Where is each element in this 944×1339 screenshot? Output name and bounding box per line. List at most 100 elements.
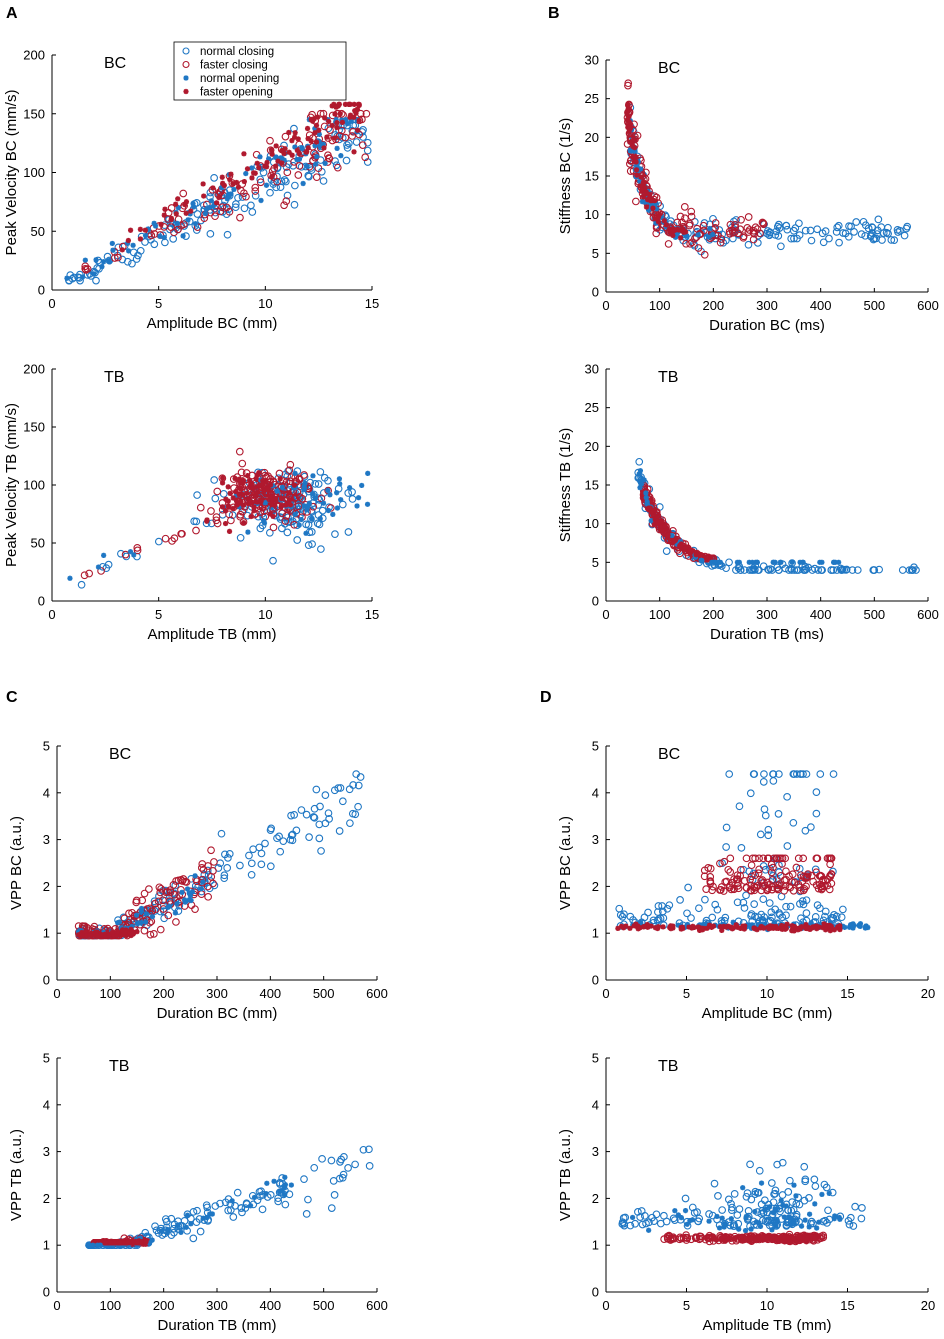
data-point-circle: [789, 226, 798, 235]
data-point-asterisk: [320, 500, 327, 506]
data-point-asterisk: [757, 925, 764, 931]
data-point-circle: [726, 868, 735, 876]
data-point-circle: [807, 236, 816, 245]
data-point-asterisk: [250, 170, 257, 176]
y-tick-label: 200: [23, 362, 45, 377]
data-point-asterisk: [254, 160, 260, 166]
data-point-circle: [155, 892, 163, 900]
data-point-circle: [324, 124, 333, 133]
data-point-circle: [359, 133, 367, 141]
data-point-asterisk: [308, 516, 315, 522]
data-point-asterisk: [131, 552, 137, 558]
data-point-asterisk: [305, 503, 311, 509]
data-point-circle: [754, 1188, 763, 1197]
data-point-circle: [813, 901, 822, 909]
data-point-asterisk: [703, 921, 709, 927]
data-point-asterisk: [164, 1230, 170, 1236]
data-point-asterisk: [789, 559, 795, 565]
data-point-circle: [285, 466, 294, 475]
data-point-asterisk: [288, 1182, 294, 1188]
data-point-asterisk: [639, 187, 645, 193]
data-point-asterisk: [641, 477, 647, 483]
data-point-circle: [688, 1203, 697, 1212]
data-point-asterisk: [648, 509, 654, 515]
data-point-asterisk: [772, 920, 778, 926]
data-point-circle: [730, 1222, 739, 1230]
data-point-asterisk: [643, 494, 649, 501]
data-point-circle: [257, 860, 266, 869]
data-point-asterisk: [257, 154, 263, 160]
data-point-circle: [318, 1154, 326, 1163]
data-point-circle: [827, 879, 836, 888]
data-point-asterisk: [683, 544, 689, 550]
data-point-asterisk: [182, 202, 188, 208]
data-point-asterisk: [697, 552, 704, 558]
data-point-asterisk: [337, 111, 343, 117]
x-tick-label: 400: [259, 986, 281, 1001]
data-point-circle: [771, 905, 780, 914]
data-point-asterisk: [245, 529, 251, 535]
data-point-circle: [266, 136, 274, 145]
data-point-circle: [320, 473, 329, 482]
data-point-circle: [700, 226, 708, 235]
data-point-asterisk: [629, 138, 635, 144]
data-point-asterisk: [831, 1216, 837, 1222]
data-point-circle: [642, 168, 650, 177]
data-point-asterisk: [717, 559, 723, 565]
data-point-asterisk: [776, 1238, 782, 1244]
series-normal-opening: [67, 470, 371, 581]
data-point-circle: [170, 1224, 178, 1233]
data-point-circle: [717, 885, 725, 894]
data-point-asterisk: [333, 104, 339, 110]
x-axis-label: Duration TB (mm): [158, 1317, 277, 1334]
x-tick-label: 300: [756, 607, 778, 622]
y-tick-label: 3: [592, 1144, 599, 1159]
data-point-asterisk: [789, 928, 795, 934]
data-point-circle: [334, 784, 343, 792]
data-point-circle: [167, 204, 176, 212]
data-point-circle: [193, 1206, 201, 1215]
data-point-circle: [282, 197, 291, 205]
data-point-circle: [649, 916, 658, 925]
data-point-circle: [739, 865, 748, 874]
data-point-asterisk: [124, 1240, 131, 1246]
data-point-asterisk: [256, 165, 262, 171]
data-point-circle: [635, 457, 644, 466]
data-point-asterisk: [249, 481, 255, 487]
data-point-asterisk: [279, 502, 285, 508]
data-point-asterisk: [315, 114, 321, 120]
y-tick-label: 0: [592, 973, 599, 988]
data-point-asterisk: [200, 879, 206, 885]
data-point-circle: [821, 1216, 829, 1225]
data-point-circle: [700, 250, 709, 259]
data-point-asterisk: [832, 1213, 838, 1219]
data-point-circle: [766, 228, 774, 237]
data-point-circle: [229, 1213, 238, 1221]
data-point-circle: [797, 914, 805, 923]
data-point-circle: [789, 818, 798, 827]
data-point-circle: [156, 888, 165, 897]
data-point-asterisk: [238, 486, 244, 492]
y-tick-label: 1: [43, 926, 50, 941]
data-point-asterisk: [636, 471, 642, 477]
data-point-circle: [851, 1202, 859, 1211]
data-point-circle: [283, 528, 292, 537]
data-point-circle: [818, 566, 826, 574]
data-point-asterisk: [115, 920, 121, 926]
data-point-asterisk: [719, 1215, 725, 1221]
data-point-asterisk: [794, 1237, 800, 1244]
data-point-asterisk: [204, 517, 210, 523]
data-point-asterisk: [739, 1233, 745, 1240]
data-point-circle: [207, 872, 216, 881]
data-point-asterisk: [249, 165, 255, 171]
data-point-circle: [300, 471, 308, 479]
data-point-asterisk: [79, 274, 86, 280]
y-tick-label: 100: [23, 478, 45, 493]
data-point-circle: [276, 1178, 284, 1187]
data-point-asterisk: [123, 927, 129, 933]
series-faster-opening: [710, 1232, 818, 1246]
data-point-circle: [694, 244, 703, 252]
data-point-circle: [721, 878, 730, 886]
data-point-circle: [817, 885, 826, 894]
data-point-circle: [281, 470, 290, 479]
